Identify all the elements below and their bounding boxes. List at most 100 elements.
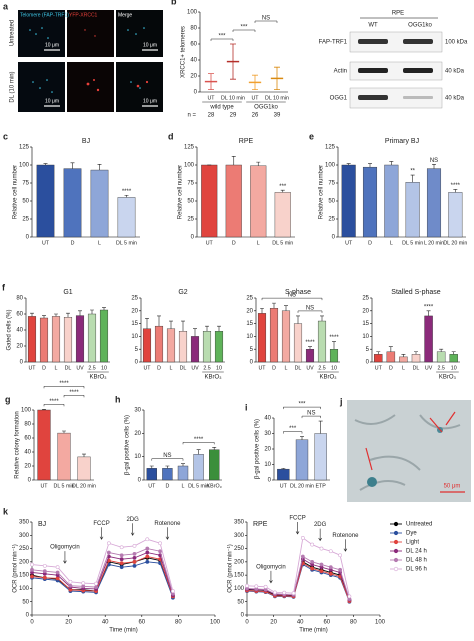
- bar: [166, 328, 176, 363]
- x-tick-label: ETP: [316, 483, 327, 489]
- y-axis-label: Relative colony formation: [15, 411, 21, 478]
- band-marker: 40 kDa: [445, 69, 465, 75]
- legend-marker: [393, 539, 399, 545]
- y-tick-label: 10: [246, 334, 253, 340]
- bracket: [261, 297, 323, 301]
- y-tick-label: 15: [362, 321, 369, 327]
- y-axis-label: Relative cell number: [178, 165, 184, 219]
- panel-letter: j: [339, 396, 343, 406]
- bar: [87, 313, 97, 363]
- scale-label: 50 μm: [444, 484, 461, 490]
- y-axis-label: OCR (pmol min⁻¹): [13, 544, 19, 593]
- x-tick-label: UT: [28, 365, 36, 371]
- y-tick-label: 350: [234, 520, 245, 526]
- y-tick-label: 0: [250, 360, 254, 366]
- error-bar: [78, 310, 82, 316]
- error-bar: [318, 420, 323, 434]
- bar: [269, 308, 279, 363]
- bracket-label: ***: [289, 426, 297, 432]
- y-tick-label: 5: [250, 347, 254, 353]
- series-point: [106, 541, 111, 546]
- error-bar: [217, 325, 221, 332]
- significance: NS: [430, 158, 438, 164]
- legend-label: Dye: [406, 531, 417, 537]
- x-tick-label: 2.5: [203, 365, 210, 371]
- bracket-label: ****: [194, 437, 204, 443]
- error-bar: [346, 163, 351, 165]
- x-tick-label: D: [42, 365, 46, 371]
- bar: [142, 328, 152, 363]
- y-tick-label: 0: [241, 613, 245, 619]
- error-bar: [389, 161, 394, 165]
- series-point: [132, 551, 137, 556]
- bracket-label: NS: [307, 411, 315, 417]
- bracket: [210, 38, 234, 41]
- bracket-label: ***: [218, 34, 226, 40]
- y-tick-label: 0: [20, 360, 24, 366]
- x-tick-label: L: [170, 365, 173, 371]
- y-tick-label: 50: [328, 199, 335, 205]
- error-bar: [284, 305, 288, 311]
- series-point: [300, 536, 305, 540]
- y-tick-label: 15: [131, 321, 138, 327]
- bar: [281, 310, 291, 363]
- y-tick-label: 20: [131, 308, 138, 314]
- series-point: [145, 546, 150, 551]
- series-point: [282, 590, 287, 595]
- panel-letter: h: [115, 394, 121, 404]
- y-tick-label: 20: [264, 447, 271, 453]
- series-point: [158, 541, 163, 546]
- y-tick-label: 15: [246, 321, 253, 327]
- y-axis-label: Gated cells (%): [7, 309, 13, 350]
- x-tick-label: 20: [270, 620, 277, 626]
- injection-label: FCCP: [93, 521, 109, 527]
- bracket: [254, 20, 278, 23]
- y-tick-label: 75: [187, 181, 194, 187]
- y-tick-label: 25: [246, 296, 253, 302]
- series-point: [338, 553, 343, 558]
- series-line: [31, 556, 174, 597]
- injection-label: Oligomycin: [50, 545, 80, 551]
- chart-title: RPE: [239, 138, 254, 145]
- error-bar: [149, 465, 154, 469]
- bar: [146, 468, 157, 481]
- bar: [202, 331, 212, 363]
- chart-title: S-phase: [285, 289, 311, 296]
- y-tick-label: 250: [19, 546, 30, 552]
- y-tick-label: 20: [246, 308, 253, 314]
- significance: ****: [451, 183, 461, 189]
- group-label: wild type: [209, 105, 234, 111]
- bar: [274, 192, 291, 238]
- x-tick-label: L: [98, 240, 101, 246]
- significance: ****: [329, 335, 339, 341]
- bar: [39, 317, 49, 363]
- x-tick-label: 0: [245, 620, 249, 626]
- injection-arrow: [318, 528, 322, 542]
- x-tick-label: L: [390, 240, 393, 246]
- significance: **: [410, 169, 415, 175]
- series-point: [310, 542, 315, 547]
- injection-arrow: [99, 527, 104, 540]
- bar: [374, 354, 383, 363]
- x-tick-label: UT: [280, 483, 288, 489]
- error-bar: [145, 318, 149, 329]
- series-point: [145, 554, 150, 559]
- y-tick-label: 0: [332, 235, 336, 241]
- legend-label: DL 24 h: [406, 549, 427, 555]
- error-bar: [181, 320, 185, 332]
- series-point: [30, 562, 34, 567]
- microscopy-grid: [18, 10, 163, 112]
- error-bar: [66, 312, 70, 318]
- series-point: [42, 569, 47, 574]
- bar: [177, 465, 189, 481]
- x-tick-label: 20: [65, 620, 72, 626]
- bar: [162, 468, 173, 481]
- chart-title: BJ: [82, 138, 90, 145]
- series-point: [68, 583, 73, 588]
- series-point: [94, 585, 98, 590]
- series-point: [42, 563, 47, 568]
- bar: [329, 349, 339, 363]
- error-bar: [212, 447, 217, 450]
- x-tick-label: DL: [180, 365, 187, 371]
- group-label: KBrO₃: [204, 375, 222, 381]
